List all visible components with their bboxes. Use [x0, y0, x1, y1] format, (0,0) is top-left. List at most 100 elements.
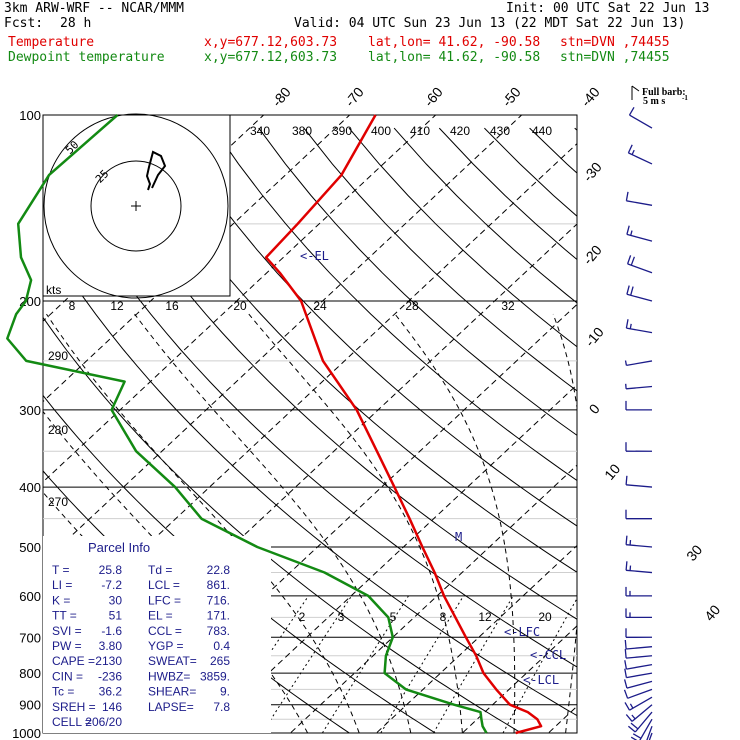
theta-top-label: 440	[532, 124, 552, 138]
moist-adiabat-line	[552, 313, 577, 733]
theta-top-label: 380	[292, 124, 312, 138]
pressure-tick-label: 100	[19, 108, 41, 123]
wind-barb-staff	[626, 293, 653, 302]
isotherm-right-label: -20	[580, 242, 605, 268]
temperature-xy: x,y=677.12,603.73	[204, 35, 338, 50]
mixing-ratio-bottom-label: 20	[538, 610, 552, 624]
wind-barb	[624, 660, 653, 670]
parcel-info-title: Parcel Info	[88, 540, 150, 555]
mixing-ratio-top-label: 32	[501, 299, 515, 313]
isotherm-top-label: -80	[269, 84, 294, 110]
parcel-info-cell: 0.4	[213, 639, 230, 653]
wind-barb-staff	[626, 484, 653, 488]
wind-barb-full-tick	[626, 225, 630, 235]
dry-adiabat-line	[167, 127, 577, 527]
pressure-tick-label: 900	[19, 698, 41, 713]
parcel-info-background	[43, 536, 271, 733]
dry-adiabat-line	[710, 128, 740, 740]
dry-adiabat-line	[213, 127, 577, 482]
pressure-tick-label: 200	[19, 294, 41, 309]
model-title: 3km ARW-WRF -- NCAR/MMM	[4, 1, 185, 16]
wind-barb-full-tick	[624, 668, 628, 678]
barb-key-flag	[631, 85, 640, 92]
wind-barb	[625, 319, 653, 334]
wind-barb-staff	[626, 544, 653, 548]
wind-barbs	[623, 106, 653, 740]
wind-barb-full-tick	[630, 286, 634, 296]
parcel-info-cell: SWEAT=	[148, 654, 197, 668]
wind-barb	[646, 725, 653, 740]
wind-barb	[648, 732, 653, 740]
mixing-ratio-line	[261, 595, 353, 733]
dewpoint-station: stn=DVN ,74455	[560, 50, 670, 65]
wind-barb-half-tick	[630, 230, 633, 236]
dry-adiabat-line	[484, 127, 577, 217]
parcel-info-cell: PW =	[52, 639, 82, 653]
parcel-info-cell: 22.8	[207, 563, 231, 577]
moist-adiabat-line	[134, 313, 412, 733]
isotherm-line	[375, 544, 577, 733]
wind-barb-full-tick	[623, 689, 629, 699]
parcel-info-cell: 7.8	[213, 700, 230, 714]
parcel-info-cell: -7.2	[101, 578, 122, 592]
dry-adiabat-line	[303, 127, 577, 392]
parcel-info-cell: 25.8	[99, 563, 123, 577]
pressure-tick-label: 800	[19, 666, 41, 681]
moist-adiabats	[43, 313, 577, 733]
parcel-info-cell: CELL =	[52, 715, 92, 729]
parcel-info-cell: LFC =	[148, 593, 181, 607]
wind-barb-full-tick	[624, 660, 628, 670]
parcel-info-cell: -1.6	[101, 624, 122, 638]
pressure-tick-label: 400	[19, 480, 41, 495]
wind-barb-full-tick	[625, 191, 629, 201]
hodograph-ring-inner	[90, 160, 182, 252]
barb-key-line1: Full barb:	[642, 87, 686, 98]
parcel-info-cell: 265	[210, 654, 230, 668]
el-marker: <-EL	[300, 249, 329, 263]
dewpoint-xy: x,y=677.12,603.73	[204, 50, 338, 65]
parcel-info-cell: SVI =	[52, 624, 82, 638]
wind-barb	[624, 696, 653, 711]
parcel-info-cell: Td =	[148, 563, 172, 577]
wind-barb	[625, 561, 653, 574]
barb-key-line2: 5 m s	[643, 96, 665, 107]
isotherm-top-label: -60	[421, 84, 446, 110]
barb-key: Full barb: 5 m s -1	[631, 85, 688, 107]
hodograph-trace	[145, 150, 167, 191]
parcel-info-cell: T =	[52, 563, 69, 577]
dry-adiabat-line	[258, 127, 577, 436]
wind-barb	[628, 106, 653, 129]
wind-barb	[625, 191, 653, 206]
parcel-info-cell: Tc =	[52, 685, 74, 699]
pressure-tick-label: 1000	[12, 726, 41, 740]
parcel-info-cell: TT =	[52, 609, 77, 623]
dry-adiabat-line	[393, 127, 577, 304]
wind-barb	[625, 535, 653, 548]
pressure-tick-label: 700	[19, 630, 41, 645]
wind-barb-full-tick	[624, 639, 627, 650]
wind-barb	[625, 400, 653, 411]
wind-barb-staff	[626, 569, 653, 574]
wind-barb-full-tick	[623, 679, 628, 689]
mixing-ratio-line	[433, 595, 514, 733]
forecast-hours: 28 h	[60, 16, 92, 31]
parcel-info-cell: 3.80	[99, 639, 123, 653]
temperature-station: stn=DVN ,74455	[560, 35, 670, 50]
theta-top-label: 410	[410, 124, 430, 138]
isotherm-line	[43, 115, 351, 403]
mixing-ratio-top-label: 8	[69, 299, 76, 313]
wind-barb-full-tick	[625, 714, 633, 722]
wind-barb	[624, 668, 653, 679]
wind-barb-half-tick	[629, 703, 634, 709]
mixing-ratio-line	[321, 595, 409, 733]
forecast-label: Fcst:	[4, 16, 44, 31]
dewpoint-profile	[6, 114, 488, 734]
parcel-info-cell: 2130	[95, 654, 122, 668]
hodograph: 25 50 kts	[42, 113, 231, 299]
isotherm-top-label: -70	[342, 84, 367, 110]
theta-top-label: 340	[250, 124, 270, 138]
parcel-info-cell: 51	[109, 609, 123, 623]
parcel-info-panel: Parcel Info T = 25.8 Td = 22.8 LI = -7.2 LCL =…	[43, 536, 271, 733]
isotherm-right-label: -10	[582, 324, 607, 350]
wind-barb-full-tick	[630, 256, 636, 266]
